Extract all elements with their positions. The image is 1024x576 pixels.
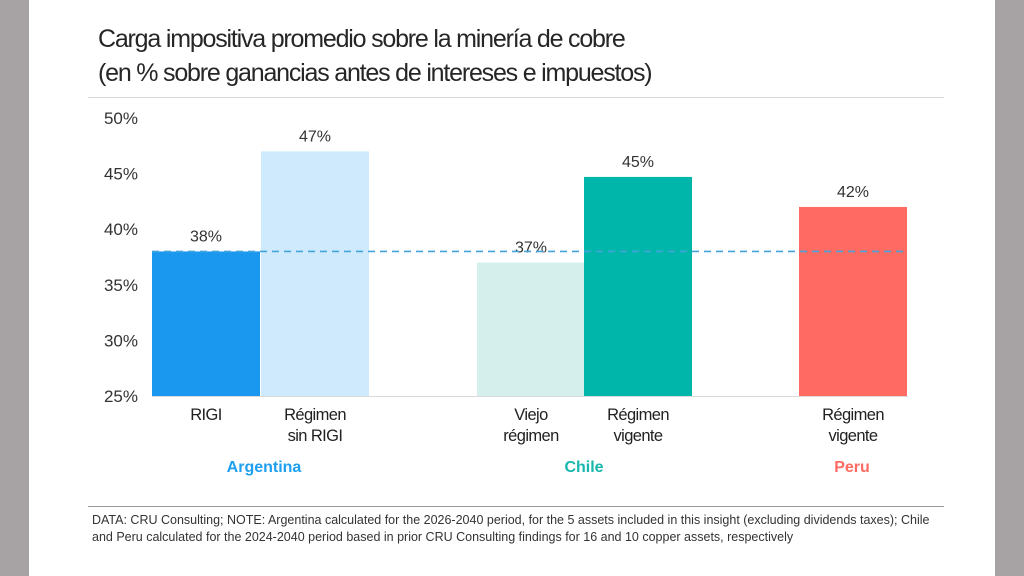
- x-tick-label-line: vigente: [613, 427, 662, 445]
- y-tick-label: 50%: [104, 109, 138, 128]
- data-label: 47%: [299, 128, 331, 145]
- x-tick-label: RIGI: [190, 406, 222, 424]
- x-tick-label: Régimen sin RIGI: [284, 406, 346, 445]
- data-label: 37%: [515, 240, 547, 257]
- bar: [477, 262, 585, 396]
- x-tick-label: Régimen vigente: [822, 406, 884, 445]
- group-label: Argentina: [227, 459, 302, 476]
- bar: [152, 251, 260, 396]
- bar: [584, 176, 692, 396]
- x-tick-label-line: vigente: [828, 427, 877, 445]
- x-tick-label-line: Régimen: [284, 406, 346, 424]
- group-label: Peru: [834, 459, 870, 476]
- x-tick-label-line: Viejo: [514, 406, 548, 424]
- y-tick-label: 45%: [104, 165, 138, 184]
- data-label: 38%: [190, 228, 222, 245]
- chart-title: Carga impositiva promedio sobre la miner…: [98, 22, 653, 90]
- y-tick-label: 40%: [104, 220, 138, 239]
- y-tick-label: 30%: [104, 331, 138, 350]
- x-tick-label-line: Régimen: [822, 406, 884, 424]
- group-label: Chile: [564, 459, 603, 476]
- x-tick-label: Viejo régimen: [503, 406, 559, 445]
- x-tick-label: Régimen vigente: [607, 406, 669, 445]
- bar: [261, 151, 369, 396]
- bar: [799, 206, 907, 396]
- x-tick-label-line: régimen: [503, 427, 559, 445]
- y-tick-label: 35%: [104, 276, 138, 295]
- footnote-divider: [88, 506, 944, 507]
- data-label: 42%: [837, 184, 869, 201]
- x-tick-label-line: sin RIGI: [288, 427, 343, 445]
- data-label: 45%: [622, 154, 654, 171]
- chart-title-line-2: (en % sobre ganancias antes de intereses…: [98, 59, 653, 87]
- footnote: DATA: CRU Consulting; NOTE: Argentina ca…: [92, 513, 930, 544]
- x-tick-label-line: RIGI: [190, 406, 222, 424]
- chart-title-line-1: Carga impositiva promedio sobre la miner…: [98, 25, 626, 53]
- title-divider: [88, 97, 944, 98]
- y-tick-label: 25%: [104, 387, 138, 406]
- x-tick-label-line: Régimen: [607, 406, 669, 424]
